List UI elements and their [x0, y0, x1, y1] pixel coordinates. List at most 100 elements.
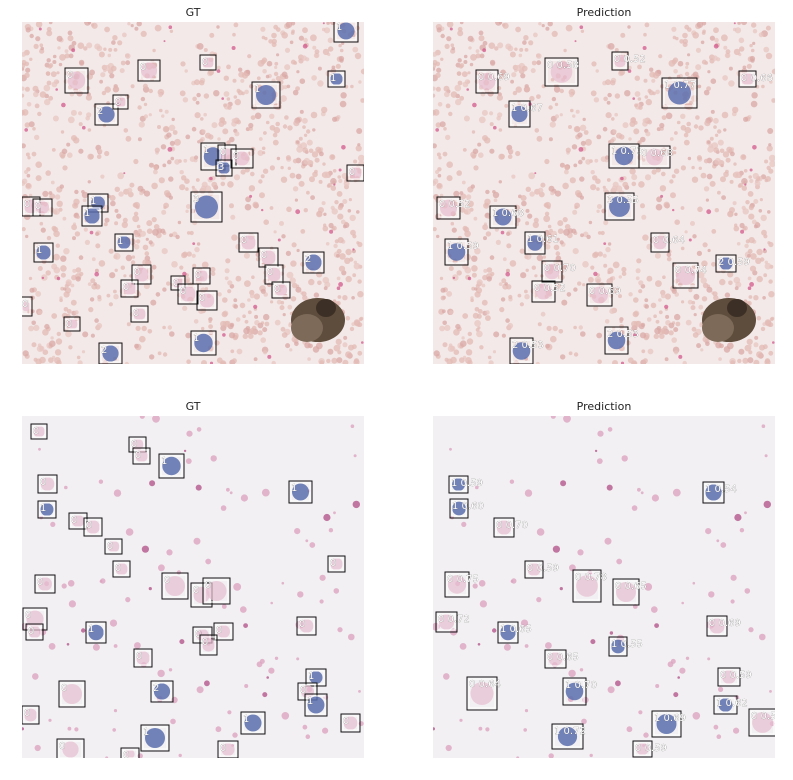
bbox-inner	[329, 557, 344, 571]
bbox-outer	[120, 747, 140, 758]
bbox-label: 1	[330, 73, 336, 84]
bbox-outer	[449, 498, 469, 519]
cell	[256, 85, 276, 105]
bbox-label: 1 0.65	[500, 624, 532, 635]
bbox-outer	[327, 70, 346, 88]
bbox-outer	[112, 560, 131, 578]
cell	[261, 250, 276, 265]
cell	[145, 728, 165, 748]
bbox-outer	[544, 57, 579, 87]
bbox-outer	[489, 205, 517, 229]
cell	[26, 610, 44, 628]
bbox-label: 0	[202, 637, 208, 648]
bbox-label: 0 0.59	[527, 563, 559, 574]
bbox-label: 0	[195, 629, 201, 640]
bbox-inner	[85, 519, 101, 535]
bbox-label: 0	[300, 685, 306, 696]
bbox-label: 0	[173, 278, 179, 289]
bbox-label: 1 0.68	[492, 208, 524, 219]
bbox-label: 1	[203, 145, 209, 156]
cell	[71, 514, 85, 528]
bbox-outer	[508, 100, 531, 128]
cell	[343, 716, 358, 730]
bbox-label: 0 0.64	[469, 679, 501, 690]
cell	[165, 576, 185, 596]
bbox-outer	[611, 51, 629, 71]
bbox-outer	[196, 290, 218, 311]
bbox-inner	[335, 22, 357, 41]
bbox-label: 0	[267, 267, 273, 278]
bbox-inner	[134, 449, 149, 463]
bbox-inner	[192, 332, 215, 354]
bbox-label: 2 0.53	[607, 329, 639, 340]
bbox-inner	[139, 61, 159, 80]
cell	[153, 683, 171, 700]
bbox-inner	[116, 235, 132, 250]
bbox-label: 0 0.70	[496, 520, 528, 531]
bbox-outer	[604, 326, 629, 355]
bbox-label: 0 0.69	[478, 72, 510, 83]
bbox-label: 1 0.61	[527, 234, 559, 245]
bbox-label: 0	[180, 286, 186, 297]
cell	[36, 245, 51, 260]
cell	[613, 54, 627, 68]
bbox-outer	[327, 555, 346, 573]
bbox-outer	[130, 305, 149, 323]
bbox-label: 0	[330, 558, 336, 569]
bbox-label: 1	[307, 696, 313, 707]
bbox-outer	[604, 192, 635, 221]
bbox-inner	[290, 482, 311, 502]
bbox-inner	[160, 455, 183, 477]
bbox-inner	[446, 240, 467, 264]
cell	[752, 712, 773, 733]
bbox-outer	[706, 615, 728, 637]
cell	[24, 708, 37, 722]
bbox-label: 0 0.72	[438, 614, 470, 625]
bbox-label: 1 0.67	[511, 103, 543, 114]
bbox-outer	[448, 475, 469, 494]
cell	[330, 72, 343, 86]
cell	[40, 503, 54, 516]
cell	[548, 652, 563, 666]
cell	[234, 151, 250, 166]
cell	[512, 342, 531, 360]
bbox-label: 0	[274, 284, 280, 295]
bbox-inner	[499, 623, 517, 642]
bbox-outer	[34, 574, 56, 594]
bbox-label: 0	[199, 293, 205, 304]
cell	[614, 146, 634, 166]
bbox-inner	[653, 712, 680, 736]
bbox-label: 0 0.52	[614, 54, 646, 65]
bbox-inner	[114, 96, 127, 108]
bbox-outer	[37, 500, 57, 519]
bbox-outer	[190, 330, 217, 356]
cell	[500, 624, 516, 641]
cell	[62, 684, 82, 704]
bbox-outer	[531, 280, 556, 303]
bbox-inner	[23, 707, 38, 723]
bbox-inner	[329, 72, 344, 86]
bbox-outer	[296, 616, 317, 636]
bbox-outer	[137, 59, 161, 82]
panel-canvas: 1 0.59 1 0.54 1 0.60 0 0.70 0 0.59 0 0.78 0 0.…	[433, 416, 775, 758]
cell	[33, 425, 45, 438]
cell	[292, 483, 309, 501]
cell	[202, 56, 214, 69]
bbox-outer	[713, 695, 738, 715]
bbox-outer	[64, 67, 89, 94]
cell	[511, 105, 528, 123]
bbox-label: 0 0.75	[447, 574, 479, 585]
cell	[452, 478, 465, 491]
cell	[195, 195, 218, 219]
cell	[131, 438, 144, 451]
bbox-inner	[34, 200, 51, 215]
bbox-outer	[58, 680, 86, 708]
cell	[447, 243, 466, 261]
cell	[217, 161, 231, 175]
bbox-inner	[70, 514, 86, 528]
bbox-outer	[112, 94, 129, 110]
bbox-inner	[83, 207, 101, 225]
bbox-outer	[346, 164, 364, 182]
bbox-outer	[288, 480, 313, 504]
